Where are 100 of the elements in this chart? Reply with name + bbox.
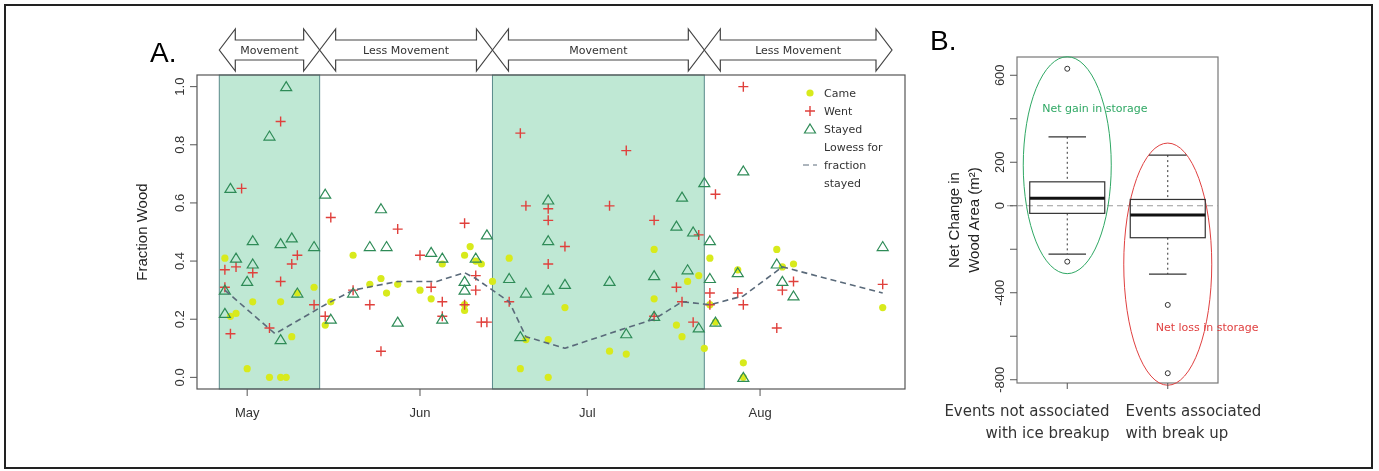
- point: [470, 269, 482, 282]
- legend-label: Went: [824, 105, 853, 118]
- point: [648, 270, 661, 281]
- point: [700, 344, 708, 352]
- point: [229, 252, 243, 263]
- point: [291, 249, 304, 261]
- point: [542, 214, 554, 227]
- point: [488, 277, 497, 286]
- point: [561, 303, 569, 312]
- point: [277, 298, 285, 306]
- point: [670, 281, 683, 293]
- x-tick-label: Events associated with break up: [1125, 402, 1262, 442]
- text: Less Movement: [363, 44, 450, 57]
- y-axis-title: Net Change in Wood Area (m²): [945, 167, 982, 273]
- point: [324, 313, 337, 324]
- point: [542, 284, 555, 295]
- point: [670, 220, 683, 231]
- point: [263, 130, 276, 141]
- point: [391, 223, 404, 235]
- point: [425, 246, 438, 257]
- x-tick-label: Jul: [578, 405, 596, 420]
- point: [235, 182, 248, 195]
- y-tick-label: 0: [992, 202, 1007, 210]
- y-tick-label: 0.6: [172, 193, 187, 212]
- point: [737, 80, 750, 93]
- point: [681, 264, 694, 275]
- point: [877, 278, 889, 291]
- point: [265, 373, 274, 381]
- point: [247, 267, 259, 279]
- point: [731, 267, 744, 278]
- point: [516, 365, 524, 373]
- point: [620, 328, 633, 339]
- point: [458, 275, 471, 287]
- point: [288, 333, 296, 341]
- point: [503, 296, 515, 308]
- point: [230, 261, 242, 273]
- point: [776, 275, 789, 287]
- x-tick-label: Events not associated with ice breakup: [944, 402, 1110, 442]
- point: [469, 252, 482, 263]
- point: [224, 182, 237, 193]
- x-tick-label: Jun: [409, 405, 431, 420]
- point: [603, 275, 616, 287]
- point: [876, 240, 889, 252]
- x-tick-label: May: [234, 405, 260, 420]
- point: [391, 316, 404, 327]
- point: [458, 284, 471, 295]
- point: [458, 217, 471, 229]
- point: [221, 254, 229, 262]
- point: [675, 191, 689, 202]
- annotation: Net gain in storage: [1042, 102, 1148, 115]
- point: [520, 200, 532, 212]
- point: [277, 373, 285, 381]
- point: [308, 298, 320, 311]
- point: [704, 287, 716, 299]
- point: [687, 316, 699, 328]
- legend-label: Lowess for fraction stayed: [824, 141, 883, 190]
- point: [542, 258, 554, 270]
- point: [263, 322, 276, 334]
- y-axis-title: Fraction Wood: [133, 183, 150, 281]
- point: [466, 242, 474, 251]
- point: [436, 252, 449, 263]
- point: [349, 251, 357, 259]
- point: [274, 275, 287, 288]
- y-tick-label: 0.4: [172, 252, 187, 271]
- point: [460, 251, 469, 259]
- point: [380, 240, 393, 252]
- point: [249, 298, 257, 306]
- point: [232, 309, 240, 318]
- point: [382, 289, 391, 297]
- point: [687, 226, 700, 237]
- point: [622, 350, 630, 358]
- point: [739, 359, 747, 367]
- point: [427, 295, 435, 303]
- point: [603, 200, 616, 212]
- point: [246, 235, 259, 246]
- point: [542, 194, 555, 205]
- point: [364, 298, 376, 311]
- point: [514, 331, 527, 342]
- point: [519, 287, 533, 298]
- point: [414, 249, 426, 261]
- y-tick-label: 200: [992, 151, 1007, 174]
- y-tick-label: -800: [992, 366, 1007, 393]
- point: [695, 272, 703, 280]
- y-tick-label: 600: [992, 64, 1007, 87]
- point: [374, 203, 388, 214]
- point: [698, 176, 711, 188]
- point: [505, 254, 513, 262]
- point: [544, 335, 552, 344]
- point: [648, 214, 660, 227]
- text: Less Movement: [755, 44, 842, 57]
- band-label: Movement: [240, 44, 300, 57]
- point: [394, 280, 402, 288]
- band-label: Movement: [569, 44, 629, 57]
- chart-title: B.: [930, 25, 957, 56]
- point: [436, 296, 448, 308]
- point: [286, 258, 298, 270]
- point: [703, 272, 716, 284]
- point: [460, 306, 469, 315]
- point: [274, 238, 287, 249]
- point: [307, 240, 321, 252]
